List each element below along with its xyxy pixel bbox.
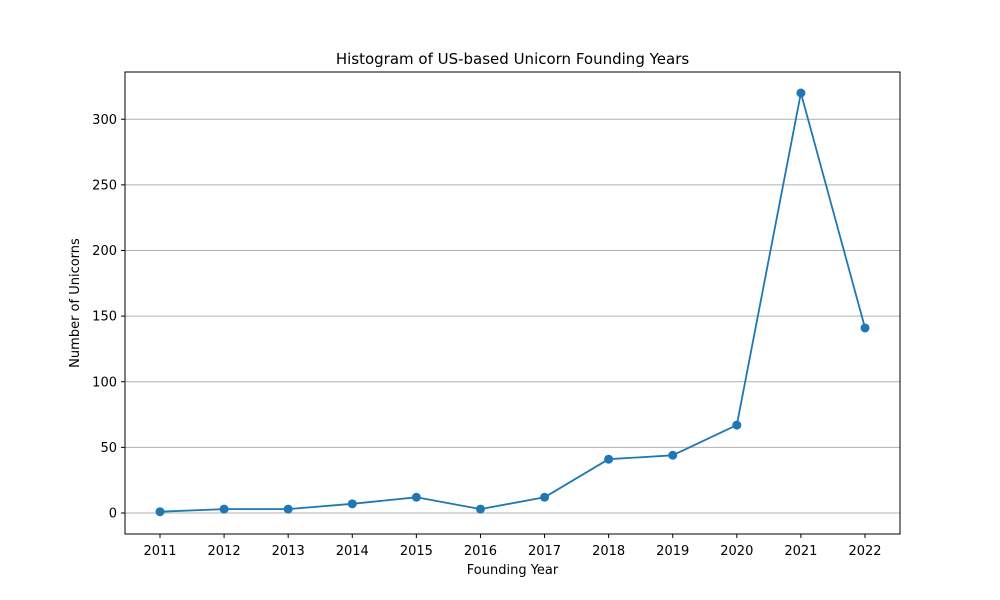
y-tick-label: 250: [92, 178, 117, 193]
series-line: [159, 92, 866, 513]
data-point: [604, 454, 614, 464]
x-tick-label: 2014: [336, 544, 369, 559]
data-point: [219, 504, 229, 514]
y-tick-label: 300: [92, 113, 117, 128]
y-tick-label: 50: [100, 441, 117, 456]
x-tick-label: 2017: [528, 544, 561, 559]
data-point: [796, 88, 806, 98]
x-tick-label: 2021: [784, 544, 817, 559]
data-point: [475, 504, 485, 514]
y-tick-label: 0: [109, 507, 117, 522]
data-point: [347, 499, 357, 509]
y-tick-label: 150: [92, 310, 117, 325]
chart-title: Histogram of US-based Unicorn Founding Y…: [336, 50, 690, 68]
gridlines: [125, 118, 900, 514]
x-tick-label: 2020: [720, 544, 753, 559]
x-tick-label: 2019: [656, 544, 689, 559]
x-tick-label: 2015: [400, 544, 433, 559]
y-tick-label: 200: [92, 244, 117, 259]
data-point: [411, 492, 421, 502]
data-point: [155, 507, 165, 517]
data-point: [668, 450, 678, 460]
x-tick-label: 2013: [272, 544, 305, 559]
x-axis-label: Founding Year: [467, 563, 559, 578]
y-axis: 0 50 100 150 200 250 300: [92, 113, 125, 522]
x-tick-label: 2016: [464, 544, 497, 559]
plot-frame: [124, 71, 901, 535]
x-tick-label: 2022: [848, 544, 881, 559]
x-tick-label: 2011: [143, 544, 176, 559]
x-tick-label: 2012: [208, 544, 241, 559]
y-axis-label: Number of Unicorns: [68, 238, 83, 368]
data-point: [540, 492, 550, 502]
data-point: [283, 504, 293, 514]
x-tick-label: 2018: [592, 544, 625, 559]
series-layer: [155, 88, 870, 517]
data-point: [732, 420, 742, 430]
y-tick-label: 100: [92, 375, 117, 390]
x-axis: 2011 2012 2013 2014 2015 2016 2017 2018 2019 2020…: [143, 534, 882, 559]
data-point: [860, 323, 870, 333]
